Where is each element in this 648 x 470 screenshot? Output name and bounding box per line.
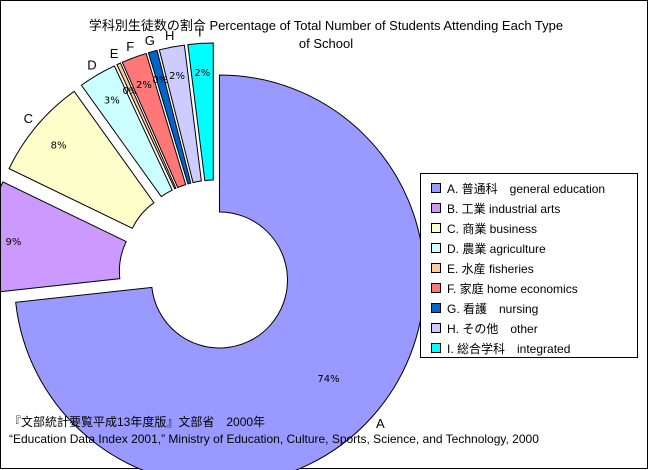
legend-item-d: D. 農業 agriculture [421,238,637,258]
slice-letter-a: A [376,416,385,431]
slice-c [8,90,155,229]
legend-item-a: A. 普通科 general education [421,178,637,198]
legend-swatch [431,283,441,293]
legend-label: E. 水産 fisheries [447,261,534,276]
legend-swatch [431,203,441,213]
legend-label: F. 家庭 home economics [447,281,578,296]
legend-item-f: F. 家庭 home economics [421,278,637,298]
legend-swatch [431,243,441,253]
slice-b [1,181,127,293]
slice-value-h: 2% [169,71,185,82]
legend-item-c: C. 商業 business [421,218,637,238]
slice-f [121,52,187,189]
slice-h [158,44,202,184]
slice-value-f: 2% [136,80,152,91]
slice-g [147,49,192,185]
legend-swatch [431,263,441,273]
legend-label: D. 農業 agriculture [447,241,546,256]
slice-value-i: 2% [194,68,210,79]
legend-label: B. 工業 industrial arts [447,201,561,216]
slice-value-b: 9% [6,237,22,248]
slice-d [80,65,173,198]
slice-letter-i: I [198,24,202,39]
chart-title-line1: 学科別生徒数の割合 Percentage of Total Number of … [88,18,564,33]
legend-swatch [431,223,441,233]
legend-item-h: H. その他 other [421,318,637,338]
legend-label: A. 普通科 general education [447,181,606,196]
slice-value-a: 74% [317,374,339,385]
legend-label: I. 総合学科 integrated [447,341,571,356]
source-citation: 『文部統計要覧平成13年度版』文部省 2000年 “Education Data… [9,414,539,448]
slice-value-d: 3% [104,95,120,106]
slice-letter-f: F [126,39,134,54]
slice-value-g: 0% [152,75,168,86]
slice-e [116,62,177,190]
slice-letter-e: E [110,46,119,61]
chart-title-line2: of School [298,36,354,51]
slice-letter-g: G [145,33,155,48]
slice-value-c: 8% [51,140,67,151]
slice-letter-h: H [165,28,174,43]
source-line-english: “Education Data Index 2001,” Ministry of… [9,432,539,446]
legend-item-e: E. 水産 fisheries [421,258,637,278]
legend-swatch [431,183,441,193]
chart-legend: A. 普通科 general education B. 工業 industrial… [420,173,638,358]
legend-item-b: B. 工業 industrial arts [421,198,637,218]
legend-label: G. 看護 nursing [447,301,539,316]
legend-label: H. その他 other [447,321,538,336]
legend-item-g: G. 看護 nursing [421,298,637,318]
slice-letter-c: C [24,111,33,126]
source-line-japanese: 『文部統計要覧平成13年度版』文部省 2000年 [9,415,266,429]
chart-title: 学科別生徒数の割合 Percentage of Total Number of … [41,17,611,53]
legend-swatch [431,343,441,353]
legend-item-i: I. 総合学科 integrated [421,338,637,358]
slice-letter-d: D [87,57,96,72]
slice-a [15,74,425,470]
slice-i [187,42,214,182]
legend-label: C. 商業 business [447,221,538,236]
legend-swatch [431,303,441,313]
slice-value-e: 0% [123,86,139,97]
legend-swatch [431,323,441,333]
